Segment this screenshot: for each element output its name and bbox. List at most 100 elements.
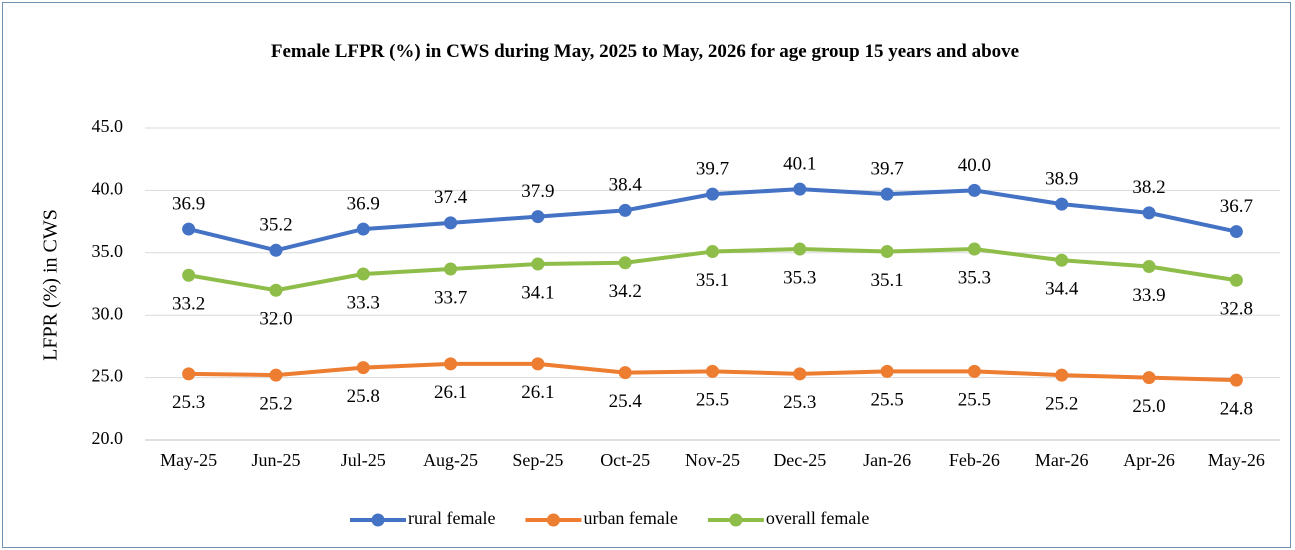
x-tick-label: Mar-26 xyxy=(1035,450,1089,470)
data-point xyxy=(269,283,283,297)
legend-marker xyxy=(546,513,560,527)
data-label: 36.7 xyxy=(1220,196,1253,217)
data-point xyxy=(618,366,632,380)
data-point xyxy=(793,242,807,256)
y-tick-label: 30.0 xyxy=(92,303,124,323)
data-point xyxy=(444,216,458,230)
x-tick-label: Sep-25 xyxy=(512,450,563,470)
x-tick-label: May-25 xyxy=(160,450,217,470)
legend-marker xyxy=(729,513,743,527)
data-label: 39.7 xyxy=(870,159,903,180)
legend-marker xyxy=(371,513,385,527)
data-point xyxy=(1142,260,1156,274)
data-label: 38.4 xyxy=(609,175,643,196)
data-point xyxy=(269,368,283,382)
data-label: 25.2 xyxy=(1045,393,1078,414)
data-label: 33.7 xyxy=(434,287,467,308)
data-label: 37.4 xyxy=(434,187,468,208)
data-point xyxy=(269,243,283,257)
data-label: 35.3 xyxy=(958,267,991,288)
data-label: 37.9 xyxy=(521,181,554,202)
data-point xyxy=(618,256,632,270)
data-point xyxy=(880,187,894,201)
data-point xyxy=(356,361,370,375)
chart-title: Female LFPR (%) in CWS during May, 2025 … xyxy=(270,41,1020,62)
data-label: 33.3 xyxy=(347,292,380,313)
data-label: 25.3 xyxy=(172,392,205,413)
data-point xyxy=(531,210,545,224)
data-label: 25.5 xyxy=(958,390,991,411)
data-point xyxy=(182,222,196,236)
data-point xyxy=(706,245,719,259)
legend-label: overall female xyxy=(766,508,869,528)
data-label: 25.5 xyxy=(870,390,903,411)
data-label: 34.4 xyxy=(1045,279,1079,300)
data-point xyxy=(967,183,981,197)
data-label: 24.8 xyxy=(1220,398,1253,419)
x-tick-label: Feb-26 xyxy=(949,450,1000,470)
legend-label: rural female xyxy=(408,508,495,528)
data-label: 35.1 xyxy=(870,270,903,291)
data-label: 25.4 xyxy=(609,391,643,412)
data-label: 32.8 xyxy=(1220,299,1253,320)
data-point xyxy=(706,187,719,201)
data-label: 36.9 xyxy=(347,193,380,214)
y-tick-label: 45.0 xyxy=(92,116,124,136)
data-label: 34.1 xyxy=(521,282,554,303)
data-point xyxy=(1229,225,1243,239)
data-point xyxy=(618,203,632,217)
x-tick-label: Dec-25 xyxy=(773,450,826,470)
data-label: 40.1 xyxy=(783,154,816,175)
data-point xyxy=(444,357,458,371)
data-point xyxy=(182,268,196,282)
x-tick-label: Oct-25 xyxy=(600,450,650,470)
data-point xyxy=(182,367,196,381)
data-label: 38.2 xyxy=(1132,177,1165,198)
data-label: 26.1 xyxy=(434,382,467,403)
legend-label: urban female xyxy=(583,508,677,528)
data-label: 26.1 xyxy=(521,382,554,403)
data-label: 34.2 xyxy=(609,281,642,302)
data-label: 35.2 xyxy=(259,215,292,236)
data-point xyxy=(793,182,807,196)
data-point xyxy=(793,367,807,381)
x-tick-label: Jun-25 xyxy=(251,450,300,470)
data-label: 32.0 xyxy=(259,309,292,330)
data-label: 40.0 xyxy=(958,155,991,176)
y-tick-label: 35.0 xyxy=(92,241,124,261)
data-point xyxy=(967,242,981,256)
data-label: 33.9 xyxy=(1132,285,1165,306)
data-point xyxy=(1142,206,1156,220)
data-point xyxy=(1229,373,1243,387)
y-tick-label: 20.0 xyxy=(92,428,124,448)
data-point xyxy=(1055,253,1069,267)
data-point xyxy=(444,262,458,276)
data-point xyxy=(356,267,370,281)
data-label: 25.3 xyxy=(783,392,816,413)
data-point xyxy=(967,364,981,378)
data-point xyxy=(356,222,370,236)
y-tick-label: 25.0 xyxy=(92,366,124,386)
x-tick-label: Apr-26 xyxy=(1123,450,1175,470)
y-tick-label: 40.0 xyxy=(92,179,124,199)
data-point xyxy=(880,245,894,259)
data-point xyxy=(706,364,719,378)
data-label: 39.7 xyxy=(696,159,729,180)
x-tick-label: Jan-26 xyxy=(863,450,911,470)
data-label: 25.8 xyxy=(347,386,380,407)
data-label: 35.3 xyxy=(783,267,816,288)
data-point xyxy=(880,364,894,378)
data-label: 25.2 xyxy=(259,393,292,414)
data-point xyxy=(531,357,545,371)
data-point xyxy=(1229,273,1243,287)
x-tick-label: May-26 xyxy=(1208,450,1265,470)
data-point xyxy=(1055,368,1069,382)
data-point xyxy=(1055,197,1069,211)
data-point xyxy=(1142,371,1156,385)
data-label: 38.9 xyxy=(1045,168,1078,189)
x-tick-label: Jul-25 xyxy=(341,450,386,470)
data-point xyxy=(531,257,545,271)
data-label: 35.1 xyxy=(696,270,729,291)
